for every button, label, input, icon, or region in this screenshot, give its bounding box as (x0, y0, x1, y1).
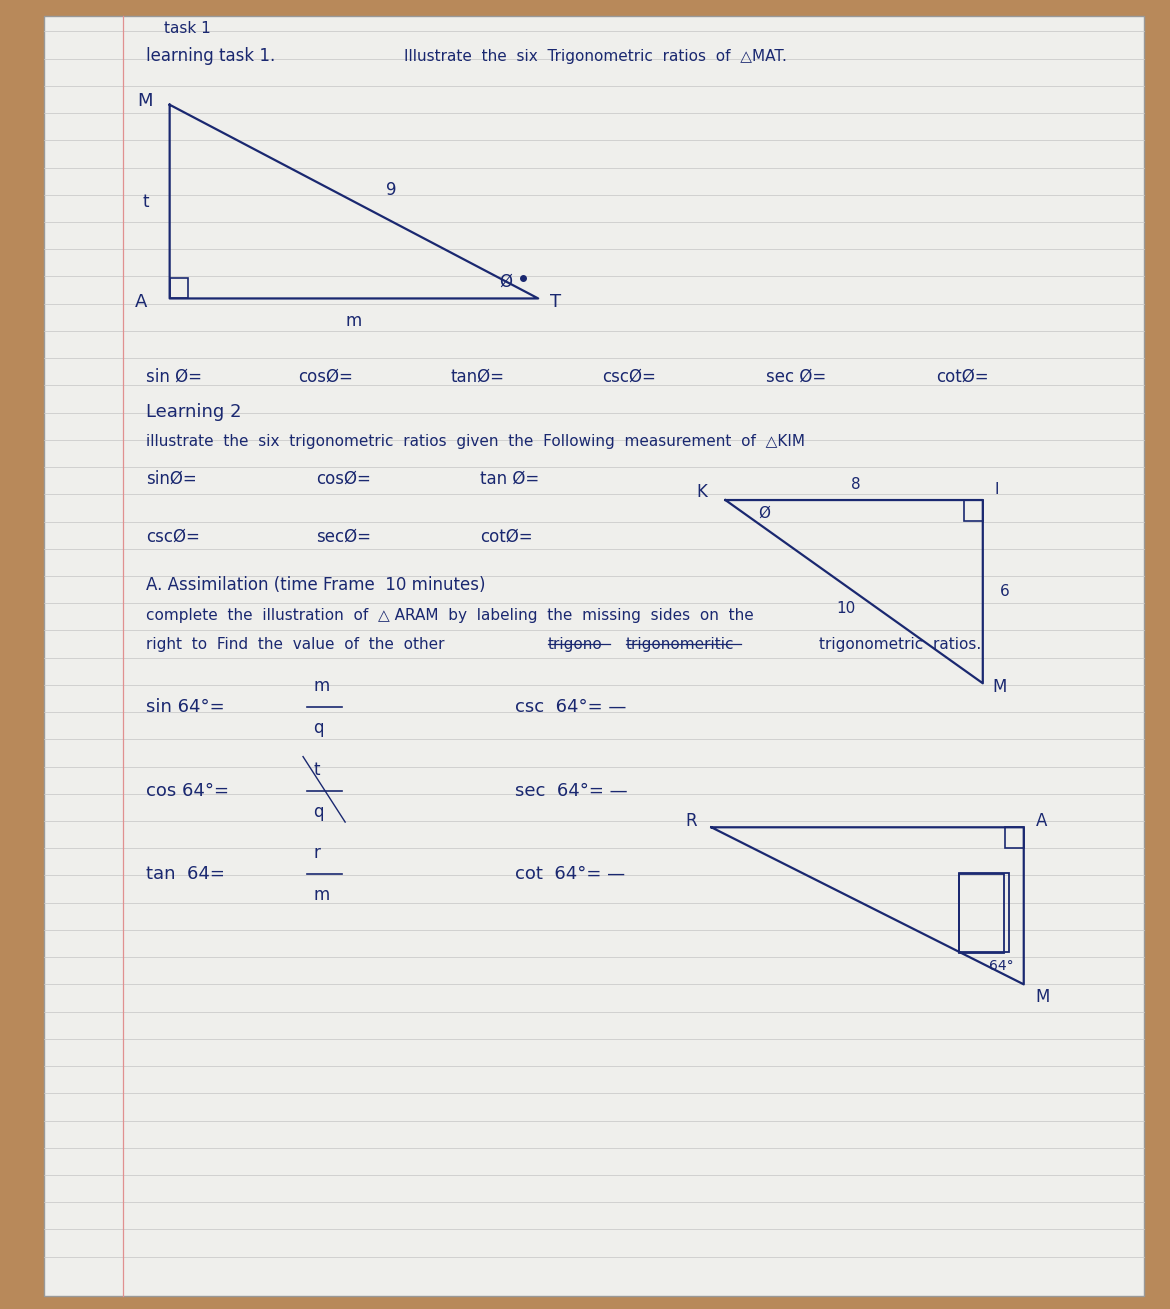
Text: cos 64°=: cos 64°= (146, 781, 229, 800)
Text: t: t (314, 761, 321, 779)
Text: sec Ø=: sec Ø= (766, 368, 826, 386)
Text: m: m (345, 312, 362, 330)
Text: 6: 6 (1000, 584, 1010, 600)
Text: right  to  Find  the  value  of  the  other: right to Find the value of the other (146, 636, 445, 652)
Text: cscØ=: cscØ= (603, 368, 656, 386)
Text: trigonometric  ratios.: trigonometric ratios. (819, 636, 982, 652)
Text: t: t (143, 192, 150, 211)
Text: A: A (135, 293, 147, 312)
Text: 8: 8 (851, 476, 860, 492)
Text: q: q (314, 802, 324, 821)
Text: T: T (550, 293, 562, 312)
Text: 9: 9 (386, 181, 397, 199)
Text: cot  64°= —: cot 64°= — (515, 865, 625, 884)
Bar (964, 500, 983, 521)
Text: K: K (696, 483, 707, 501)
Text: M: M (137, 92, 152, 110)
Text: trigonomeritic: trigonomeritic (626, 636, 735, 652)
Bar (170, 278, 188, 298)
Text: 10: 10 (837, 601, 855, 617)
Text: Ø: Ø (500, 272, 512, 291)
Text: csc  64°= —: csc 64°= — (515, 698, 626, 716)
Text: Learning 2: Learning 2 (146, 403, 242, 421)
Text: cosØ=: cosØ= (316, 470, 371, 488)
Text: tanØ=: tanØ= (450, 368, 504, 386)
Text: Ø: Ø (758, 505, 770, 521)
Text: secØ=: secØ= (316, 528, 371, 546)
Bar (1005, 827, 1024, 848)
Text: sec  64°= —: sec 64°= — (515, 781, 627, 800)
Text: m: m (314, 677, 330, 695)
Text: A. Assimilation (time Frame  10 minutes): A. Assimilation (time Frame 10 minutes) (146, 576, 486, 594)
Text: illustrate  the  six  trigonometric  ratios  given  the  Following  measurement : illustrate the six trigonometric ratios … (146, 433, 805, 449)
Text: trigono: trigono (548, 636, 603, 652)
Text: tan Ø=: tan Ø= (480, 470, 539, 488)
Text: I: I (994, 482, 999, 497)
Text: R: R (686, 812, 697, 830)
Text: sinØ=: sinØ= (146, 470, 197, 488)
Text: cosØ=: cosØ= (298, 368, 353, 386)
Text: cscØ=: cscØ= (146, 528, 200, 546)
Text: 64°: 64° (989, 959, 1013, 973)
Text: A: A (1035, 812, 1047, 830)
Text: M: M (992, 678, 1006, 696)
Text: tan  64=: tan 64= (146, 865, 225, 884)
Text: complete  the  illustration  of  △ ARAM  by  labeling  the  missing  sides  on  : complete the illustration of △ ARAM by l… (146, 607, 753, 623)
Bar (959, 874, 1004, 953)
Text: M: M (1035, 988, 1049, 1007)
Text: Illustrate  the  six  Trigonometric  ratios  of  △MAT.: Illustrate the six Trigonometric ratios … (404, 48, 786, 64)
Text: q: q (314, 719, 324, 737)
Text: r: r (314, 844, 321, 863)
Text: cotØ=: cotØ= (480, 528, 532, 546)
Text: sin 64°=: sin 64°= (146, 698, 225, 716)
Text: m: m (314, 886, 330, 905)
Text: learning task 1.: learning task 1. (146, 47, 275, 65)
Text: task 1: task 1 (164, 21, 211, 37)
Text: sin Ø=: sin Ø= (146, 368, 202, 386)
Bar (959, 873, 1009, 952)
Text: cotØ=: cotØ= (936, 368, 989, 386)
